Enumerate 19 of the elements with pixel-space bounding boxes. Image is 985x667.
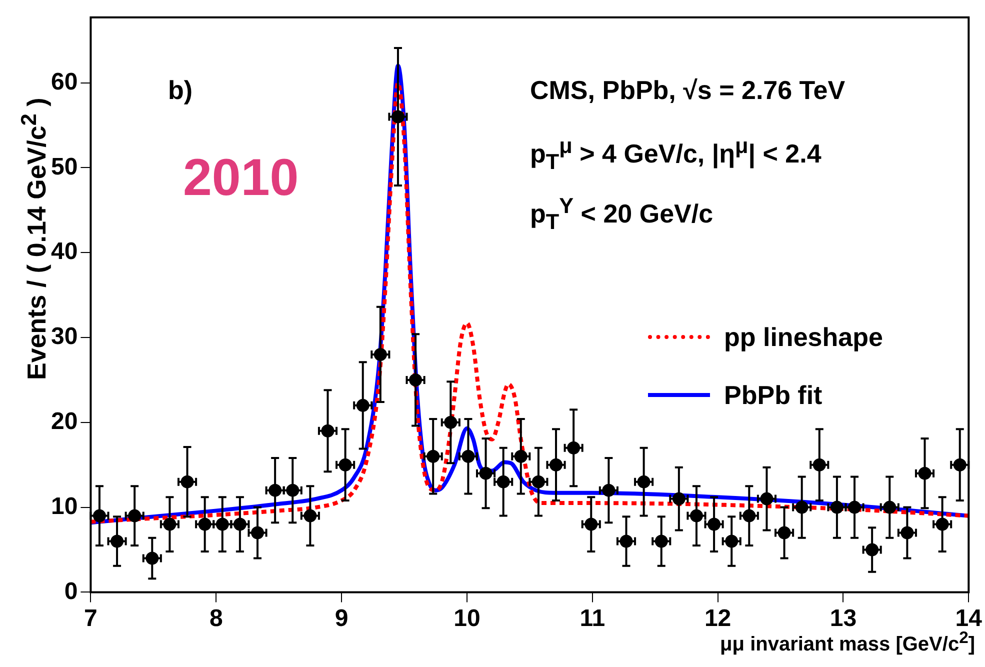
y-tick-label: 30 [50,323,78,350]
annotation: CMS, PbPb, √s = 2.76 TeV [530,75,846,106]
x-tick-label: 11 [580,605,606,632]
y-tick-label: 10 [50,492,78,520]
annotation: b) [168,75,193,106]
legend-label: PbPb fit [724,380,822,410]
y-tick-label: 40 [50,238,78,266]
x-tick-label: 10 [454,605,480,632]
legend-label: pp lineshape [724,322,883,352]
annotation: 2010 [183,148,299,208]
y-tick-label: 0 [64,578,78,605]
x-tick-label: 9 [334,605,348,632]
y-tick-label: 50 [50,153,78,180]
annotation: p$_{T}$$^{μ}$ > 4 GeV/c, |η$^{μ}$| < 2.4 [530,133,822,175]
x-tick-label: 7 [84,605,98,632]
annotation: p$_{T}$$^{Υ}$ < 20 GeV/c [530,193,714,235]
y-tick-label: 20 [50,408,78,436]
y-tick-label: 60 [50,68,78,96]
x-tick-label: 8 [209,605,223,632]
